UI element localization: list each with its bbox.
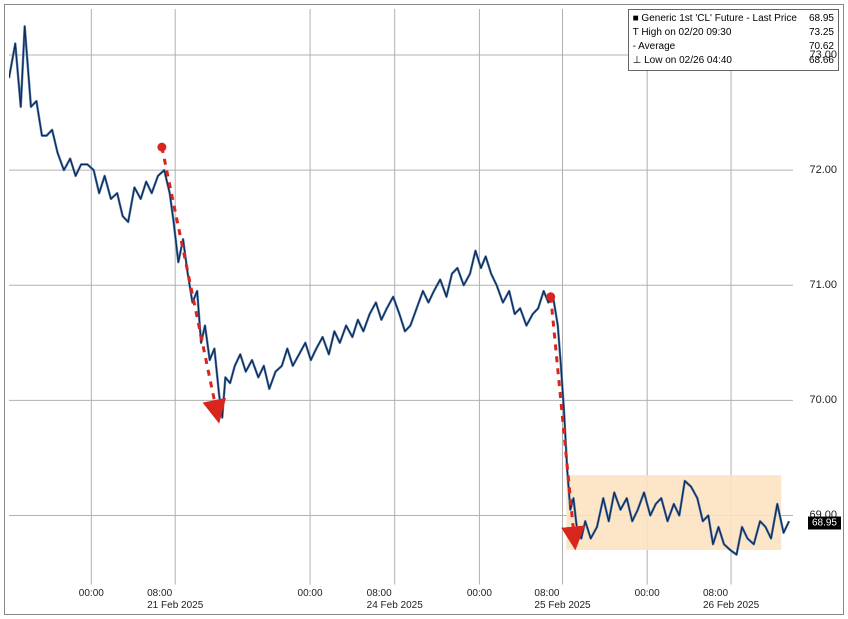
y-tick-label: 70.00 <box>809 394 837 406</box>
last-price-tag: 68.95 <box>808 516 841 529</box>
x-tick-label: 00:00 <box>79 588 104 599</box>
legend-label: T High on 02/20 09:30 <box>633 26 732 40</box>
x-tick-label: 00:00 <box>467 588 492 599</box>
y-tick-label: 72.00 <box>809 164 837 176</box>
x-axis-ticks: 00:00 08:0021 Feb 2025 00:00 08:0024 Feb 20… <box>9 586 793 614</box>
y-axis-ticks: 69.0070.0071.0072.0073.00 <box>795 9 841 584</box>
y-tick-label: 73.00 <box>809 49 837 61</box>
legend-label: - Average <box>633 40 676 54</box>
x-tick-label: 08:0021 Feb 2025 <box>147 588 203 611</box>
x-tick-label: 08:0024 Feb 2025 <box>367 588 423 611</box>
x-tick-label: 00:00 <box>298 588 323 599</box>
x-tick-label: 08:0026 Feb 2025 <box>703 588 759 611</box>
chart-plot <box>9 9 793 585</box>
legend-label: ■ Generic 1st 'CL' Future - Last Price <box>633 12 797 26</box>
legend-label: ⊥ Low on 02/26 04:40 <box>633 54 732 68</box>
x-tick-label: 00:00 <box>635 588 660 599</box>
x-tick-label: 08:0025 Feb 2025 <box>534 588 590 611</box>
chart-container: ■ Generic 1st 'CL' Future - Last Price 6… <box>4 4 844 615</box>
y-tick-label: 71.00 <box>809 279 837 291</box>
